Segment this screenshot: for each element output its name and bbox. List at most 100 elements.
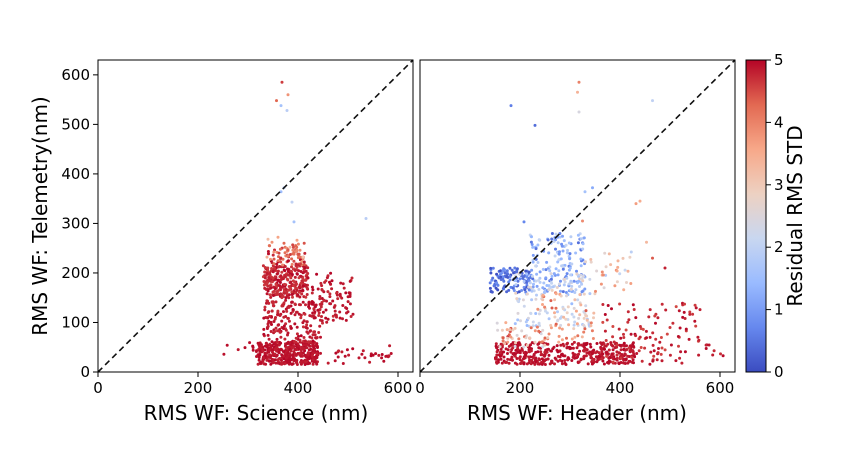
scatter-point: [298, 248, 302, 252]
scatter-point: [289, 326, 293, 330]
scatter-point: [369, 354, 373, 358]
scatter-point: [520, 348, 524, 352]
scatter-point: [556, 273, 560, 277]
scatter-point: [554, 292, 558, 296]
scatter-point: [562, 315, 566, 319]
scatter-point: [277, 265, 281, 269]
scatter-point: [515, 270, 519, 274]
scatter-point: [284, 322, 288, 326]
scatter-point: [290, 273, 294, 276]
scatter-point: [501, 339, 505, 343]
scatter-point: [524, 269, 528, 273]
colorbar-tick-label: 2: [774, 238, 784, 256]
scatter-point: [665, 332, 669, 336]
scatter-point: [634, 316, 638, 320]
scatter-point: [572, 323, 576, 327]
scatter-point: [625, 281, 628, 284]
y-tick-label: 100: [61, 313, 90, 331]
scatter-point: [631, 303, 635, 307]
scatter-point: [297, 303, 301, 307]
scatter-point: [578, 313, 582, 317]
scatter-point: [499, 347, 503, 351]
scatter-point: [276, 361, 280, 365]
scatter-point: [262, 316, 266, 320]
scatter-point: [290, 362, 294, 366]
scatter-point: [513, 266, 517, 270]
scatter-point: [520, 289, 524, 292]
scatter-point: [529, 312, 533, 315]
y-tick-label: 400: [61, 165, 90, 183]
scatter-point: [554, 306, 558, 310]
scatter-point: [582, 292, 586, 296]
scatter-point: [550, 274, 554, 278]
scatter-point: [576, 90, 579, 94]
scatter-point: [514, 348, 518, 352]
scatter-point: [316, 308, 320, 312]
scatter-point: [518, 356, 521, 360]
scatter-point: [582, 357, 586, 361]
scatter-point: [556, 260, 560, 264]
scatter-point: [577, 80, 581, 84]
scatter-point: [306, 351, 310, 355]
scatter-point: [301, 360, 305, 364]
scatter-point: [721, 354, 725, 358]
scatter-point: [267, 321, 271, 324]
scatter-point: [603, 329, 607, 333]
scatter-point: [538, 238, 542, 242]
scatter-point: [320, 302, 324, 306]
scatter-point: [567, 282, 571, 286]
scatter-point: [604, 273, 608, 277]
scatter-point: [645, 336, 648, 340]
scatter-point: [558, 235, 562, 239]
scatter-point: [287, 296, 291, 300]
scatter-point: [658, 340, 662, 344]
scatter-point: [341, 304, 345, 307]
scatter-point: [541, 328, 545, 332]
scatter-point: [604, 339, 608, 342]
scatter-point: [267, 337, 271, 341]
scatter-point: [291, 308, 295, 311]
scatter-point: [335, 315, 338, 319]
scatter-point: [290, 265, 293, 269]
scatter-point: [589, 258, 593, 261]
scatter-point: [255, 355, 258, 358]
scatter-point: [565, 336, 568, 340]
scatter-point: [265, 282, 268, 286]
scatter-point: [305, 355, 308, 359]
scatter-point: [269, 344, 273, 348]
scatter-point: [266, 278, 270, 282]
scatter-point: [289, 311, 293, 315]
scatter-point: [275, 293, 279, 296]
scatter-point: [333, 313, 337, 317]
scatter-point: [304, 303, 307, 307]
scatter-point: [509, 335, 513, 339]
scatter-point: [660, 346, 664, 350]
scatter-point: [534, 312, 538, 315]
scatter-point: [271, 352, 275, 356]
scatter-point: [613, 284, 617, 288]
scatter-point: [589, 321, 593, 325]
scatter-point: [311, 349, 315, 353]
scatter-point: [326, 361, 330, 365]
scatter-point: [257, 356, 261, 359]
scatter-point: [697, 353, 701, 357]
scatter-point: [516, 346, 520, 350]
scatter-point: [656, 316, 660, 320]
scatter-point: [266, 355, 270, 359]
scatter-point: [588, 277, 592, 281]
scatter-point: [622, 354, 626, 358]
scatter-point: [270, 280, 274, 284]
scatter-point: [262, 356, 266, 360]
scatter-point: [607, 356, 611, 360]
scatter-point: [561, 234, 564, 238]
scatter-point: [536, 361, 540, 365]
scatter-point: [287, 319, 291, 323]
scatter-point: [525, 275, 529, 279]
scatter-point: [535, 325, 539, 329]
scatter-point: [301, 255, 305, 259]
scatter-point: [322, 299, 326, 303]
scatter-point: [525, 272, 529, 276]
scatter-point: [276, 309, 280, 313]
scatter-point: [498, 345, 502, 349]
scatter-point: [278, 314, 282, 317]
